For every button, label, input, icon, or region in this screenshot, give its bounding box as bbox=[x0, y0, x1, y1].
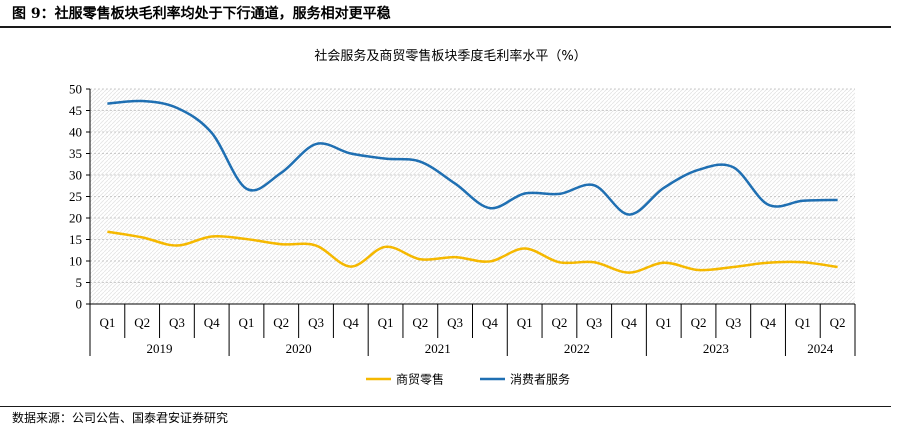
y-tick-label: 45 bbox=[69, 103, 82, 118]
x-tick-label: Q4 bbox=[204, 315, 220, 330]
chart-title: 社会服务及商贸零售板块季度毛利率水平（%） bbox=[314, 49, 587, 64]
y-tick-label: 5 bbox=[76, 275, 83, 290]
x-tick-label: Q1 bbox=[99, 315, 115, 330]
x-tick-label: Q3 bbox=[447, 315, 463, 330]
footer-rule bbox=[0, 406, 891, 407]
x-tick-label: Q1 bbox=[378, 315, 394, 330]
x-tick-label: Q2 bbox=[273, 315, 289, 330]
series-line-2 bbox=[107, 99, 838, 216]
x-tick-label: Q1 bbox=[517, 315, 533, 330]
x-tick-label: Q4 bbox=[343, 315, 359, 330]
x-tick-label: Q3 bbox=[308, 315, 324, 330]
figure-header: 图 9：社服零售板块毛利率均处于下行通道，服务相对更平稳 bbox=[0, 0, 891, 28]
chart-canvas: 0 5 10 15 20 25 30 35 40 45 50 Q1 Q2 Q3 Q4 Q1 Q2 Q3 Q4 Q1 Q… bbox=[69, 82, 856, 387]
x-tick-label: Q1 bbox=[656, 315, 672, 330]
x-tick-label: Q2 bbox=[830, 315, 846, 330]
x-tick-label: Q3 bbox=[725, 315, 741, 330]
legend-label: 消费者服务 bbox=[510, 372, 570, 387]
legend-label: 商贸零售 bbox=[396, 372, 444, 387]
y-tick-label: 25 bbox=[69, 189, 82, 204]
x-tick-label: Q4 bbox=[621, 315, 637, 330]
series-line-1 bbox=[107, 230, 838, 274]
x-tick-label: Q4 bbox=[482, 315, 498, 330]
year-label: 2023 bbox=[703, 341, 729, 356]
x-tick-label: Q2 bbox=[134, 315, 150, 330]
x-tick-label: Q2 bbox=[691, 315, 707, 330]
x-tick-label: Q4 bbox=[760, 315, 776, 330]
year-label: 2022 bbox=[564, 341, 590, 356]
x-tick-label: Q2 bbox=[412, 315, 428, 330]
year-label: 2019 bbox=[147, 341, 173, 356]
x-tick-label: Q1 bbox=[239, 315, 255, 330]
y-tick-label: 15 bbox=[69, 232, 82, 247]
y-tick-label: 40 bbox=[69, 125, 82, 140]
y-tick-label: 50 bbox=[69, 82, 82, 97]
y-tick-label: 10 bbox=[69, 254, 82, 269]
y-tick-label: 30 bbox=[69, 168, 82, 183]
x-tick-label: Q1 bbox=[795, 315, 811, 330]
year-label: 2020 bbox=[286, 341, 312, 356]
y-tick-label: 0 bbox=[76, 297, 83, 312]
year-label: 2021 bbox=[425, 341, 451, 356]
y-tick-label: 20 bbox=[69, 211, 82, 226]
x-tick-label: Q3 bbox=[586, 315, 602, 330]
x-tick-label: Q3 bbox=[169, 315, 185, 330]
year-label: 2024 bbox=[807, 341, 834, 356]
figure-title: 图 9：社服零售板块毛利率均处于下行通道，服务相对更平稳 bbox=[12, 6, 391, 22]
x-tick-label: Q2 bbox=[551, 315, 567, 330]
source-note: 数据来源：公司公告、国泰君安证券研究 bbox=[12, 411, 229, 425]
y-tick-label: 35 bbox=[69, 146, 82, 161]
